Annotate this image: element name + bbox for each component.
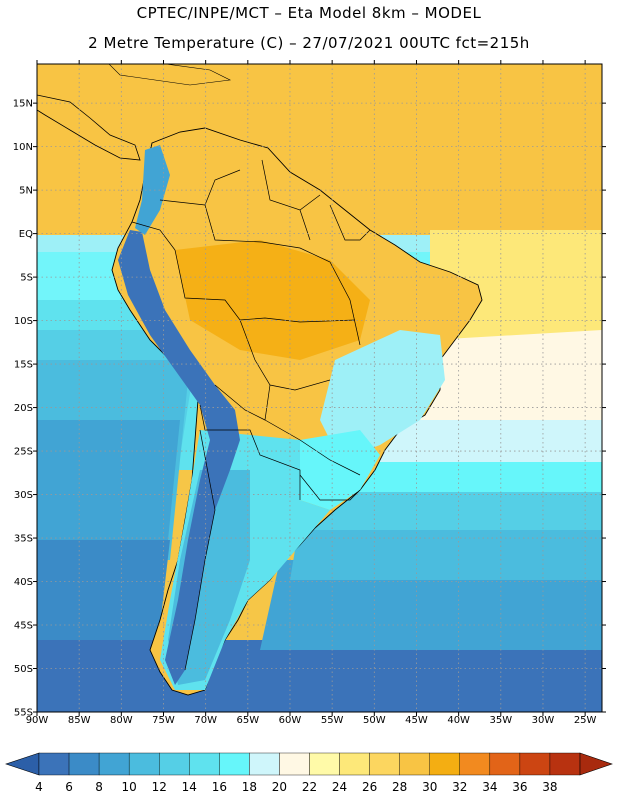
- lat-label: 20S: [14, 403, 33, 414]
- colorbar-swatch: [369, 752, 400, 776]
- colorbar-level-label: 36: [512, 780, 527, 794]
- lon-label: 80W: [110, 715, 133, 726]
- lat-label: 15S: [14, 360, 33, 371]
- lat-label: 35S: [14, 534, 33, 545]
- map-title-line-1: CPTEC/INPE/MCT – Eta Model 8km – MODEL: [136, 4, 482, 22]
- graticule: [37, 64, 602, 712]
- colorbar-swatch: [128, 752, 160, 776]
- lat-label: 25S: [14, 447, 33, 458]
- lon-label: 60W: [279, 715, 302, 726]
- colorbar-level-label: 30: [422, 780, 437, 794]
- colorbar-swatch: [549, 752, 581, 776]
- colorbar-level-label: 32: [452, 780, 467, 794]
- map-panel: [37, 64, 602, 712]
- colorbar-swatch: [249, 752, 280, 776]
- colorbar-swatch: [399, 752, 430, 776]
- axis-labels: 90W 85W 80W 75W 70W 65W 60W 55W 50W 45W 40W 35W 30W 2…: [13, 99, 597, 726]
- colorbar-level-label: 10: [122, 780, 137, 794]
- lon-label: 50W: [363, 715, 386, 726]
- axis-ticks: [33, 60, 606, 716]
- colorbar-swatch: [189, 752, 220, 776]
- colorbar-level-label: 38: [542, 780, 557, 794]
- colorbar-swatch: [279, 752, 310, 776]
- colorbar-swatch: [68, 752, 100, 776]
- lon-label: 75W: [152, 715, 175, 726]
- colorbar-swatch: [159, 752, 190, 776]
- lon-label: 40W: [447, 715, 470, 726]
- lon-label: 85W: [68, 715, 91, 726]
- colorbar-over-triangle: [579, 752, 613, 776]
- colorbar-swatch: [429, 752, 460, 776]
- colorbar-level-label: 18: [242, 780, 257, 794]
- lat-label: 45S: [14, 621, 33, 632]
- colorbar-swatch: [339, 752, 370, 776]
- lon-label: 25W: [574, 715, 597, 726]
- colorbar: 4 6 8 10 12 14 16 18 20 22 24 26 28 30 32 34 36 38: [5, 752, 613, 794]
- colorbar-level-label: 20: [272, 780, 287, 794]
- lat-label: 5N: [19, 186, 33, 197]
- colorbar-swatch: [309, 752, 340, 776]
- colorbar-level-label: 12: [152, 780, 167, 794]
- lon-label: 90W: [26, 715, 49, 726]
- colorbar-under-triangle: [5, 752, 40, 776]
- lat-label: 5S: [20, 273, 33, 284]
- colorbar-level-label: 26: [362, 780, 377, 794]
- colorbar-level-label: 4: [35, 780, 43, 794]
- colorbar-level-label: 28: [392, 780, 407, 794]
- colorbar-swatch: [489, 752, 521, 776]
- lat-label: 55S: [14, 708, 33, 719]
- colorbar-level-label: 16: [212, 780, 227, 794]
- colorbar-level-label: 14: [182, 780, 197, 794]
- country-borders: [131, 159, 371, 671]
- map-frame: [36, 63, 603, 713]
- lon-label: 70W: [194, 715, 217, 726]
- colorbar-swatch: [98, 752, 130, 776]
- lat-label: 50S: [14, 664, 33, 675]
- lat-label: 10S: [14, 316, 33, 327]
- colorbar-swatch: [219, 752, 250, 776]
- lat-label: 40S: [14, 577, 33, 588]
- lat-label: 15N: [13, 99, 33, 110]
- lon-label: 65W: [237, 715, 260, 726]
- colorbar-level-label: 22: [302, 780, 317, 794]
- lat-label: 10N: [13, 142, 33, 153]
- colorbar-level-label: 6: [65, 780, 73, 794]
- lat-label: EQ: [19, 229, 33, 240]
- lon-label: 55W: [321, 715, 344, 726]
- lon-label: 45W: [405, 715, 428, 726]
- lat-label: 30S: [14, 490, 33, 501]
- colorbar-level-label: 8: [95, 780, 103, 794]
- colorbar-swatch: [38, 752, 70, 776]
- colorbar-level-label: 24: [332, 780, 347, 794]
- colorbar-swatch: [519, 752, 551, 776]
- colorbar-swatch: [459, 752, 491, 776]
- lon-label: 30W: [532, 715, 555, 726]
- map-title-line-2: 2 Metre Temperature (C) – 27/07/2021 00U…: [88, 34, 530, 52]
- lon-label: 35W: [489, 715, 512, 726]
- colorbar-level-label: 34: [482, 780, 497, 794]
